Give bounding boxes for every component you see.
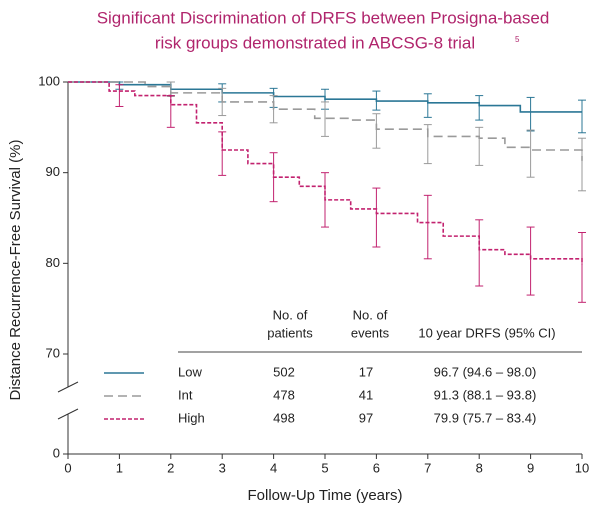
table-cell: 502	[273, 364, 295, 379]
axis-break	[57, 381, 79, 393]
table-cell: 91.3 (88.1 – 93.8)	[434, 387, 537, 402]
x-tick-label: 0	[64, 460, 71, 475]
x-axis-label: Follow-Up Time (years)	[247, 487, 402, 504]
x-tick-label: 6	[373, 460, 380, 475]
y-tick-label: 0	[53, 445, 60, 460]
y-tick-label: 80	[46, 255, 60, 270]
table-header: No. of	[353, 307, 388, 322]
legend-label: Low	[178, 364, 202, 379]
y-tick-label: 90	[46, 164, 60, 179]
x-tick-label: 7	[424, 460, 431, 475]
legend-label: High	[178, 410, 205, 425]
table-cell: 41	[359, 387, 373, 402]
table-cell: 97	[359, 410, 373, 425]
table-header: No. of	[273, 307, 308, 322]
axis-break	[57, 408, 79, 420]
x-tick-label: 2	[167, 460, 174, 475]
x-tick-label: 8	[476, 460, 483, 475]
table-header: 10 year DRFS (95% CI)	[418, 325, 555, 340]
x-tick-label: 9	[527, 460, 534, 475]
y-tick-label: 100	[38, 73, 60, 88]
chart-title: risk groups demonstrated in ABCSG-8 tria…	[155, 33, 475, 52]
x-tick-label: 1	[116, 460, 123, 475]
y-axis-label: Distance Recurrence-Free Survival (%)	[7, 140, 24, 401]
table-header: events	[351, 325, 390, 340]
title-reference: 5	[515, 35, 520, 44]
legend-label: Int	[178, 387, 193, 402]
table-cell: 17	[359, 364, 373, 379]
table-cell: 498	[273, 410, 295, 425]
chart-title: Significant Discrimination of DRFS betwe…	[97, 8, 550, 27]
x-tick-label: 5	[321, 460, 328, 475]
x-tick-label: 3	[219, 460, 226, 475]
table-cell: 96.7 (94.6 – 98.0)	[434, 364, 537, 379]
x-tick-label: 10	[575, 460, 589, 475]
table-cell: 478	[273, 387, 295, 402]
table-cell: 79.9 (75.7 – 83.4)	[434, 410, 537, 425]
table-header: patients	[267, 325, 313, 340]
x-tick-label: 4	[270, 460, 277, 475]
y-tick-label: 70	[46, 345, 60, 360]
